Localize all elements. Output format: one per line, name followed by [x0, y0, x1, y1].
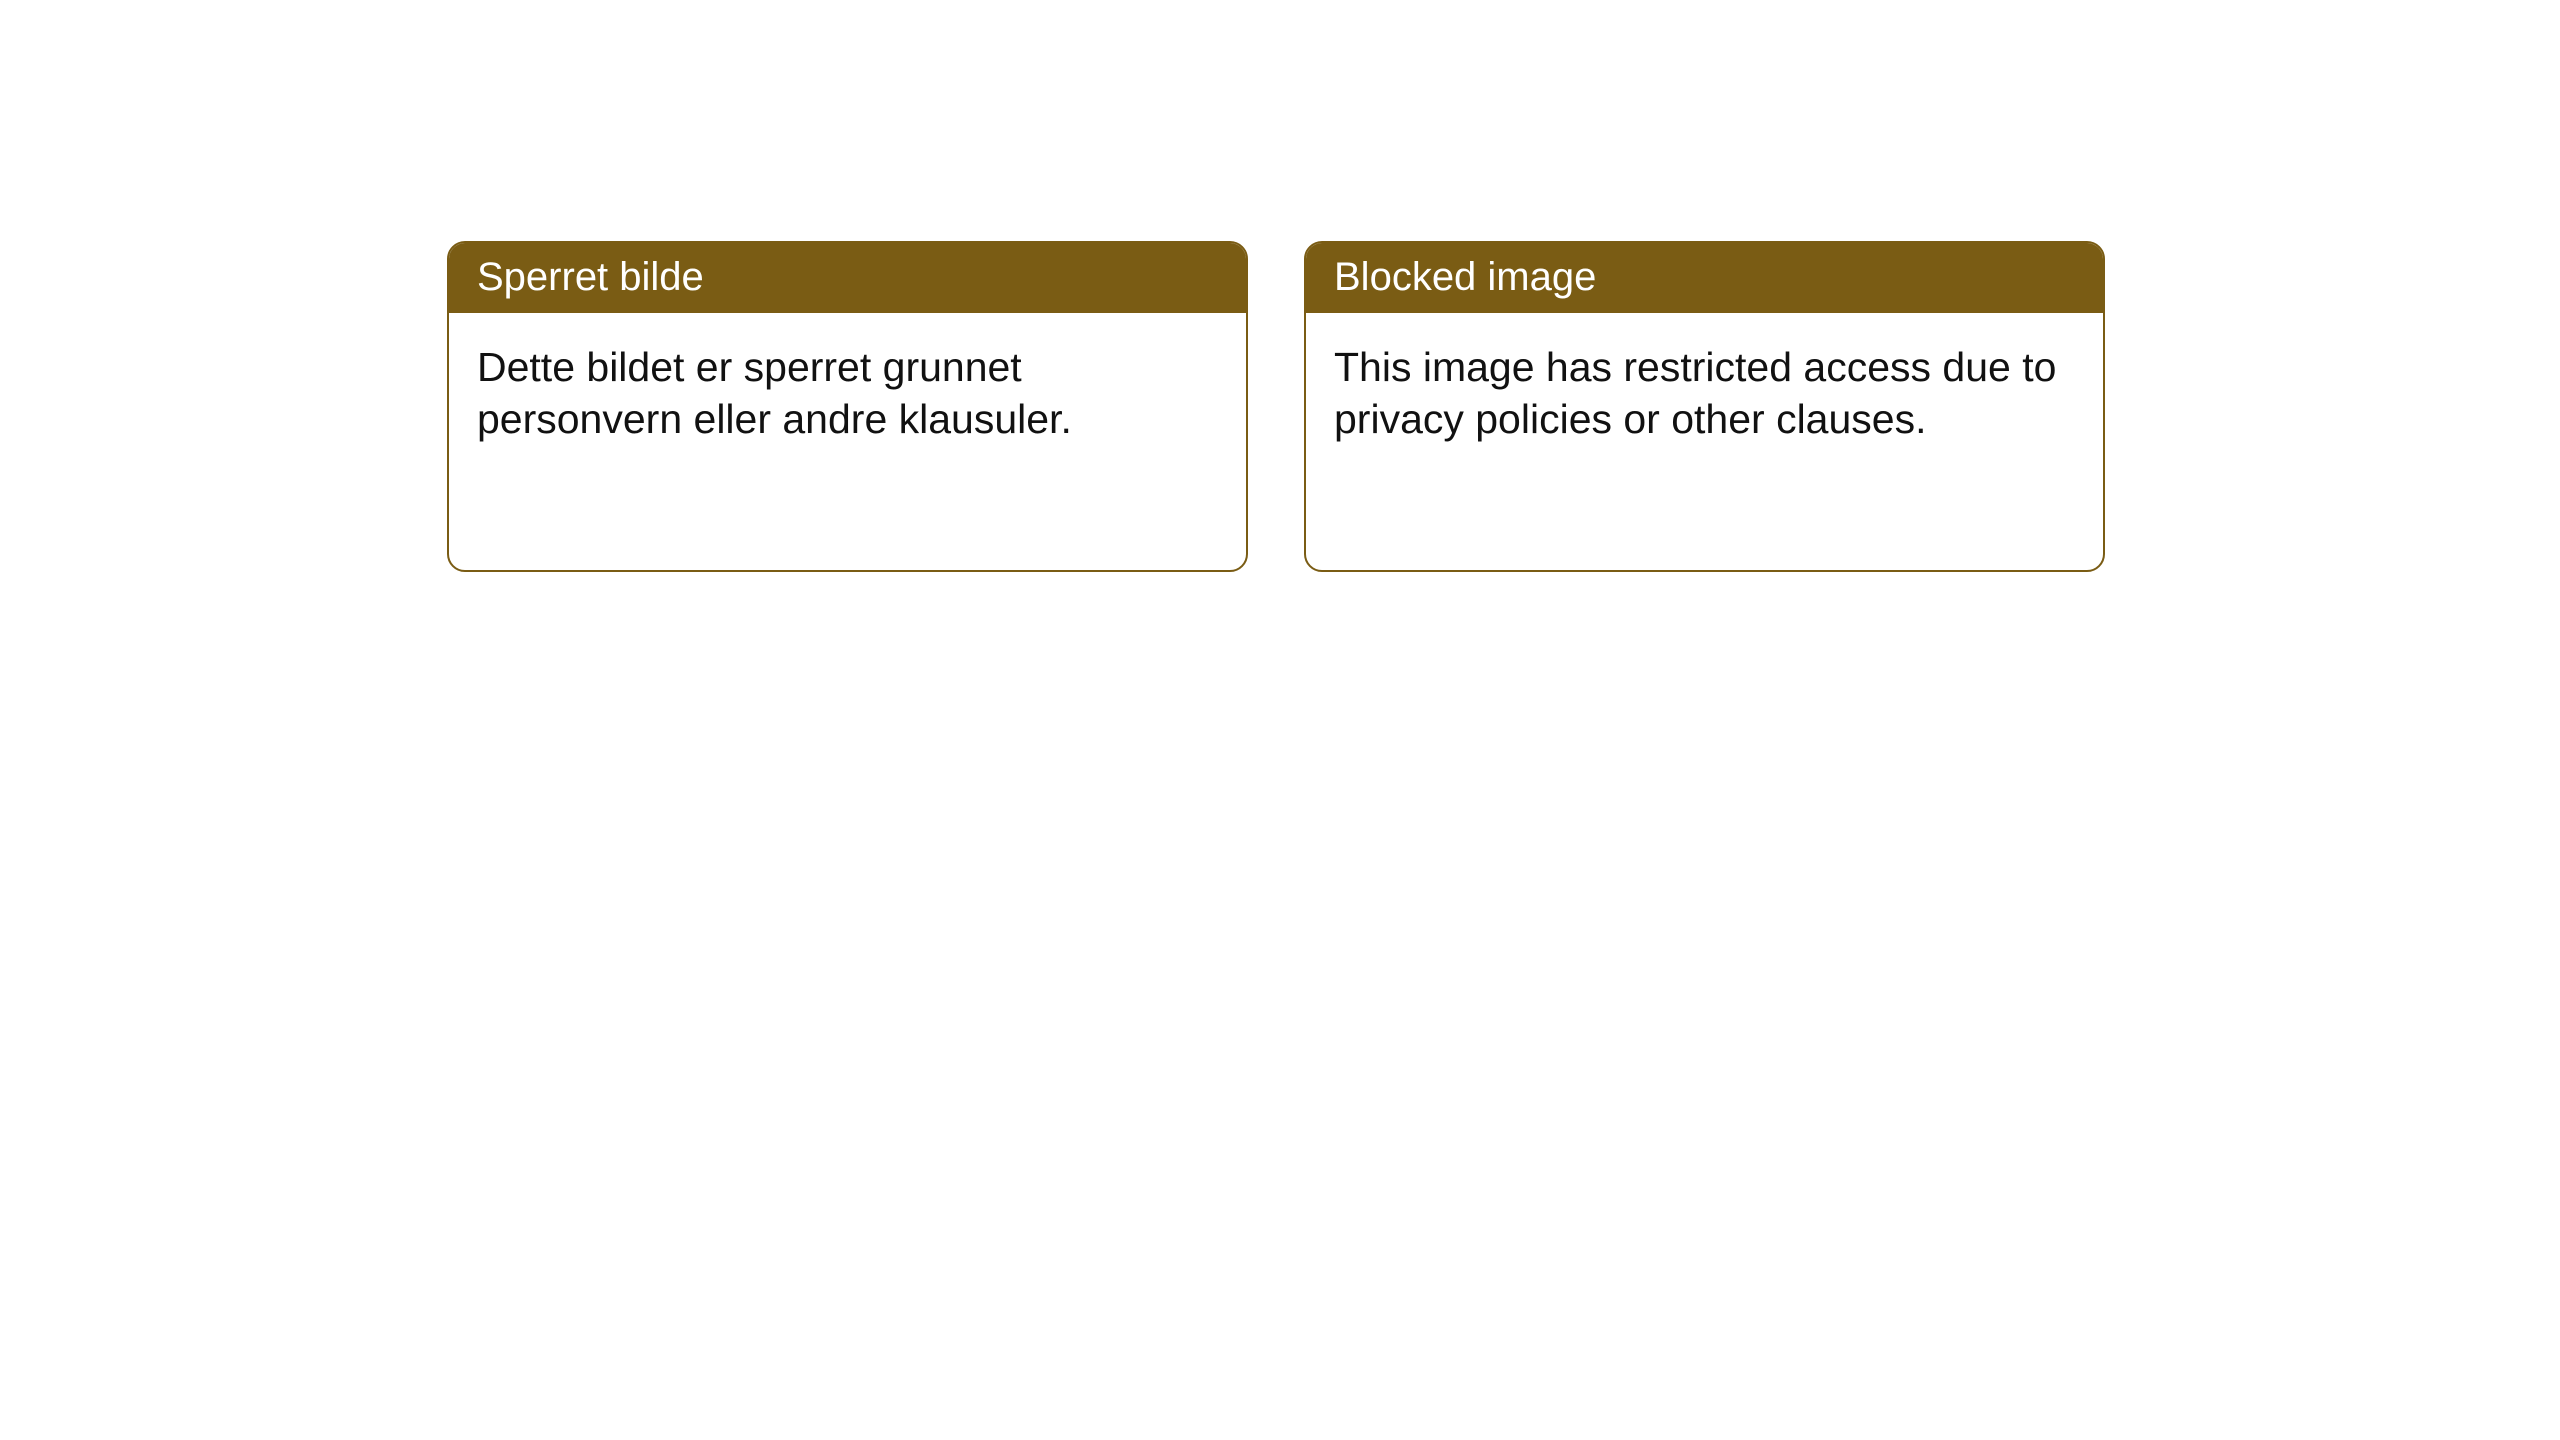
notice-card-norwegian: Sperret bilde Dette bildet er sperret gr… [447, 241, 1248, 572]
notice-card-english: Blocked image This image has restricted … [1304, 241, 2105, 572]
notice-body: Dette bildet er sperret grunnet personve… [449, 313, 1246, 473]
notice-container: Sperret bilde Dette bildet er sperret gr… [447, 241, 2105, 572]
notice-header: Blocked image [1306, 243, 2103, 313]
notice-header: Sperret bilde [449, 243, 1246, 313]
notice-body: This image has restricted access due to … [1306, 313, 2103, 473]
